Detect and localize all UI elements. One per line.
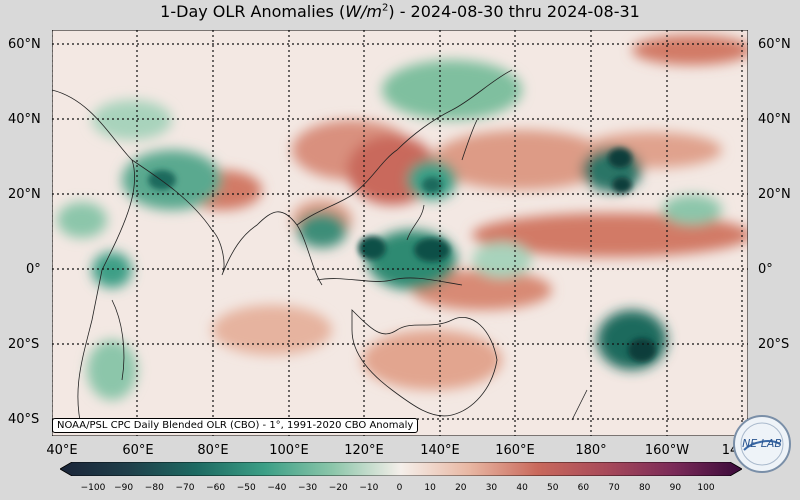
colorbar-tick-label: −20 [328,483,348,493]
lat-label-right: 0° [758,262,773,277]
colorbar-tick-label: 50 [547,483,559,493]
lat-label-right: 20°S [758,337,790,352]
colorbar-tick-label: 10 [424,483,436,493]
lat-label: 40°S [8,412,40,427]
lon-label: 120°E [344,443,384,458]
nel-lab-logo: NE LAB [733,415,791,473]
colorbar-tick-label: −70 [175,483,195,493]
colorbar-tick-label: 100 [697,483,715,493]
colorbar-tick-label: 30 [485,483,498,493]
lat-label: 20°S [8,337,40,352]
olr-anomaly-map [52,30,748,436]
colorbar-tick-label: −40 [267,483,287,493]
colorbar-tick-label: −100 [80,483,106,493]
colorbar-tick-label: −30 [298,483,318,493]
logo-text: NE LAB [742,437,782,450]
colorbar-tick-label: 40 [516,483,528,493]
lon-label: 160°W [644,443,690,458]
lon-label: 60°E [122,443,154,458]
anomaly-field [57,35,748,400]
colorbar-tick-label: −50 [236,483,256,493]
lat-label-right: 60°N [758,37,791,52]
colorbar-tick-label: 90 [669,483,682,493]
colorbar-tick-label: −10 [359,483,379,493]
map-title: 1-Day OLR Anomalies (W/m2) - 2024-08-30 … [160,2,640,21]
lat-label: 0° [26,262,41,277]
lat-label: 60°N [8,37,41,52]
colorbar-tick-label: 0 [396,483,403,493]
lat-label: 40°N [8,112,41,127]
lat-label-right: 20°N [758,187,791,202]
coastlines [52,69,588,431]
colorbar [60,462,742,476]
colorbar-tick-label: 60 [577,483,590,493]
colorbar-tick-label: −90 [114,483,134,493]
colorbar-tick-label: −80 [144,483,164,493]
lon-label: 80°E [197,443,229,458]
colorbar-tick-label: 20 [455,483,467,493]
lat-label-right: 40°N [758,112,791,127]
data-credit: NOAA/PSL CPC Daily Blended OLR (CBO) - 1… [52,418,419,433]
lon-label: 40°E [46,443,78,458]
lon-label: 100°E [269,443,309,458]
colorbar-tick-label: −60 [206,483,226,493]
lat-label: 20°N [8,187,41,202]
lon-label: 180° [575,443,607,458]
lon-label: 160°E [495,443,535,458]
colorbar-tick-label: 80 [638,483,651,493]
lon-label: 140°E [420,443,460,458]
colorbar-tick-label: 70 [608,483,620,493]
